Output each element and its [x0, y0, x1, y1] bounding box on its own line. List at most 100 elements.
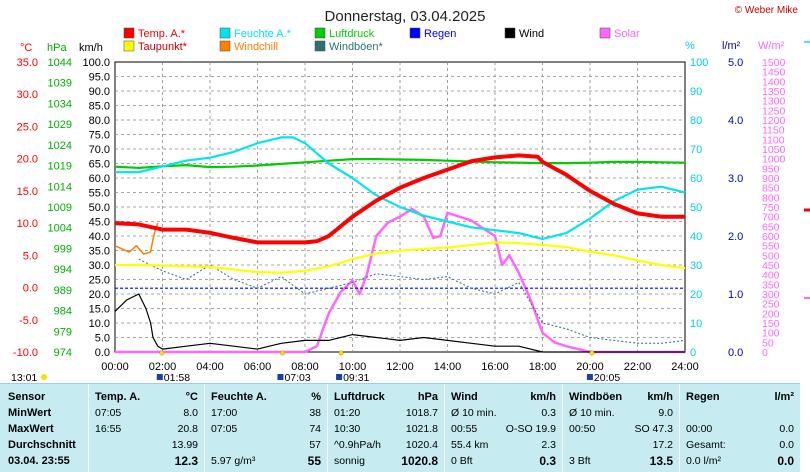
time-tick: 14:00 — [434, 361, 462, 373]
cell-value: 74 — [309, 423, 321, 435]
pressure-tick: 1039 — [48, 78, 72, 90]
solar-tick: 800 — [762, 192, 780, 204]
temp-tick: -5.0 — [19, 315, 38, 327]
cell-value: 1018.7 — [405, 407, 438, 419]
time-tick: 16:00 — [481, 361, 509, 373]
pressure-tick: 979 — [54, 326, 72, 338]
column-header: Temp. A. — [95, 391, 141, 403]
cell-value: 0.3 — [541, 407, 556, 419]
column-unit: l/m² — [774, 391, 794, 403]
cell-meta: Ø 10 min. — [569, 407, 615, 419]
pressure-tick: 989 — [54, 285, 72, 297]
solar-tick: 400 — [762, 270, 780, 282]
sun-event-marker — [279, 350, 285, 356]
solar-tick: 550 — [762, 241, 780, 253]
cell-meta: 00:50 — [569, 423, 596, 435]
cell-value: 13.5 — [649, 454, 673, 468]
wind-tick: 95.0 — [89, 72, 110, 84]
solar-tick: 0 — [762, 347, 768, 359]
wind-tick: 5.0 — [95, 333, 110, 345]
time-tick: 04:00 — [196, 361, 224, 373]
cell-value: 1021.8 — [405, 423, 438, 435]
solar-tick: 200 — [762, 308, 780, 320]
row-label-min: MinWert — [8, 407, 52, 419]
cell-value: 12.3 — [174, 454, 198, 468]
legend-label: Windchill — [234, 41, 278, 53]
sun-event-label: 09:31 — [343, 372, 369, 383]
sun-event-marker — [159, 350, 165, 356]
series — [114, 136, 686, 354]
solar-tick: 650 — [762, 221, 780, 233]
solar-unit: W/m² — [758, 40, 785, 52]
time-tick: 12:00 — [386, 361, 414, 373]
cell-meta: 00:55 — [451, 423, 478, 435]
solar-tick: 1000 — [762, 154, 786, 166]
cell-meta: 55.4 km — [451, 439, 489, 451]
cell-meta: 10:30 — [334, 423, 361, 435]
wind-tick: 85.0 — [89, 101, 110, 113]
solar-tick: 1450 — [762, 67, 786, 79]
time-tick: 06:00 — [244, 361, 272, 373]
chart-title: Donnerstag, 03.04.2025 — [325, 8, 486, 25]
series-line — [114, 158, 686, 169]
solar-tick: 1100 — [762, 134, 785, 146]
sun-event-icon — [156, 374, 163, 380]
series-line — [114, 153, 685, 245]
wind-tick: 65.0 — [89, 159, 110, 171]
right-cut-preview — [804, 41, 810, 299]
rain-tick: 4.0 — [728, 115, 743, 127]
axes: 35.0 30.0 25.0 20.0 15.0 10.0 5.0 0.0 -5.0 -10.0 1… — [13, 40, 786, 373]
sun-event-marker — [589, 350, 595, 356]
column-header: Feuchte A. — [211, 391, 267, 403]
legend-label: Taupunkt* — [138, 41, 188, 53]
column-header: Luftdruck — [334, 391, 385, 403]
wind-tick: 55.0 — [89, 188, 110, 200]
cell-value: 0.0 — [779, 423, 794, 435]
stats-column: Temp. A. °C 07:05 8.0 16:55 20.8 13.99 12.3 — [88, 384, 204, 472]
sun-event-icon — [586, 374, 593, 380]
time-tick: 24:00 — [671, 361, 699, 373]
column-header: Regen — [686, 391, 720, 403]
temp-tick: 10.0 — [17, 218, 38, 230]
rain-tick: 1.0 — [728, 289, 743, 301]
wind-tick: 100.0 — [82, 57, 110, 69]
time-tick: 10:00 — [339, 361, 367, 373]
legend-label: Temp. A.* — [138, 28, 186, 40]
pressure-tick: 1004 — [48, 223, 72, 235]
grid — [114, 61, 686, 353]
pressure-tick: 1024 — [48, 140, 72, 152]
wind-tick: 60.0 — [89, 173, 110, 185]
solar-tick: 750 — [762, 202, 780, 214]
legend-swatch — [504, 27, 516, 39]
sun-event-label: 01:58 — [164, 372, 190, 383]
time-tick: 18:00 — [529, 361, 557, 373]
cell-meta: 0.0 l/m² — [686, 455, 722, 467]
sun-event-label: 07:03 — [284, 372, 310, 383]
pressure-tick: 984 — [54, 306, 72, 318]
temp-tick: 15.0 — [17, 186, 38, 198]
cell-meta: Gesamt: — [686, 439, 726, 451]
cell-value: 8.0 — [183, 407, 198, 419]
solar-tick: 1150 — [762, 125, 785, 137]
rain-tick: 5.0 — [728, 57, 743, 69]
cell-value: 20.8 — [177, 423, 198, 435]
wind-tick: 80.0 — [89, 115, 110, 127]
rain-tick: 2.0 — [728, 231, 743, 243]
row-label-current: 03.04. 23:55 — [8, 455, 70, 467]
legend-label: Solar — [614, 28, 640, 40]
column-unit: hPa — [417, 391, 438, 403]
cell-meta: 5.97 g/m³ — [211, 455, 256, 467]
cell-meta: 07:05 — [95, 407, 122, 419]
cell-meta: 0 Bft — [451, 455, 473, 467]
wind-tick: 25.0 — [89, 275, 110, 287]
solar-tick: 1200 — [762, 115, 786, 127]
solar-tick: 450 — [762, 260, 780, 272]
humidity-tick: 20 — [690, 289, 702, 301]
row-label-max: MaxWert — [8, 423, 54, 435]
sun-event-label: 20:05 — [594, 372, 620, 383]
cell-value: 2.3 — [541, 439, 556, 451]
legend-label: Regen — [424, 28, 456, 40]
temp-tick: 5.0 — [23, 250, 38, 262]
weather-chart: Donnerstag, 03.04.2025 © Weber Mike Temp… — [11, 5, 810, 383]
legend-label: Wind — [519, 28, 544, 40]
